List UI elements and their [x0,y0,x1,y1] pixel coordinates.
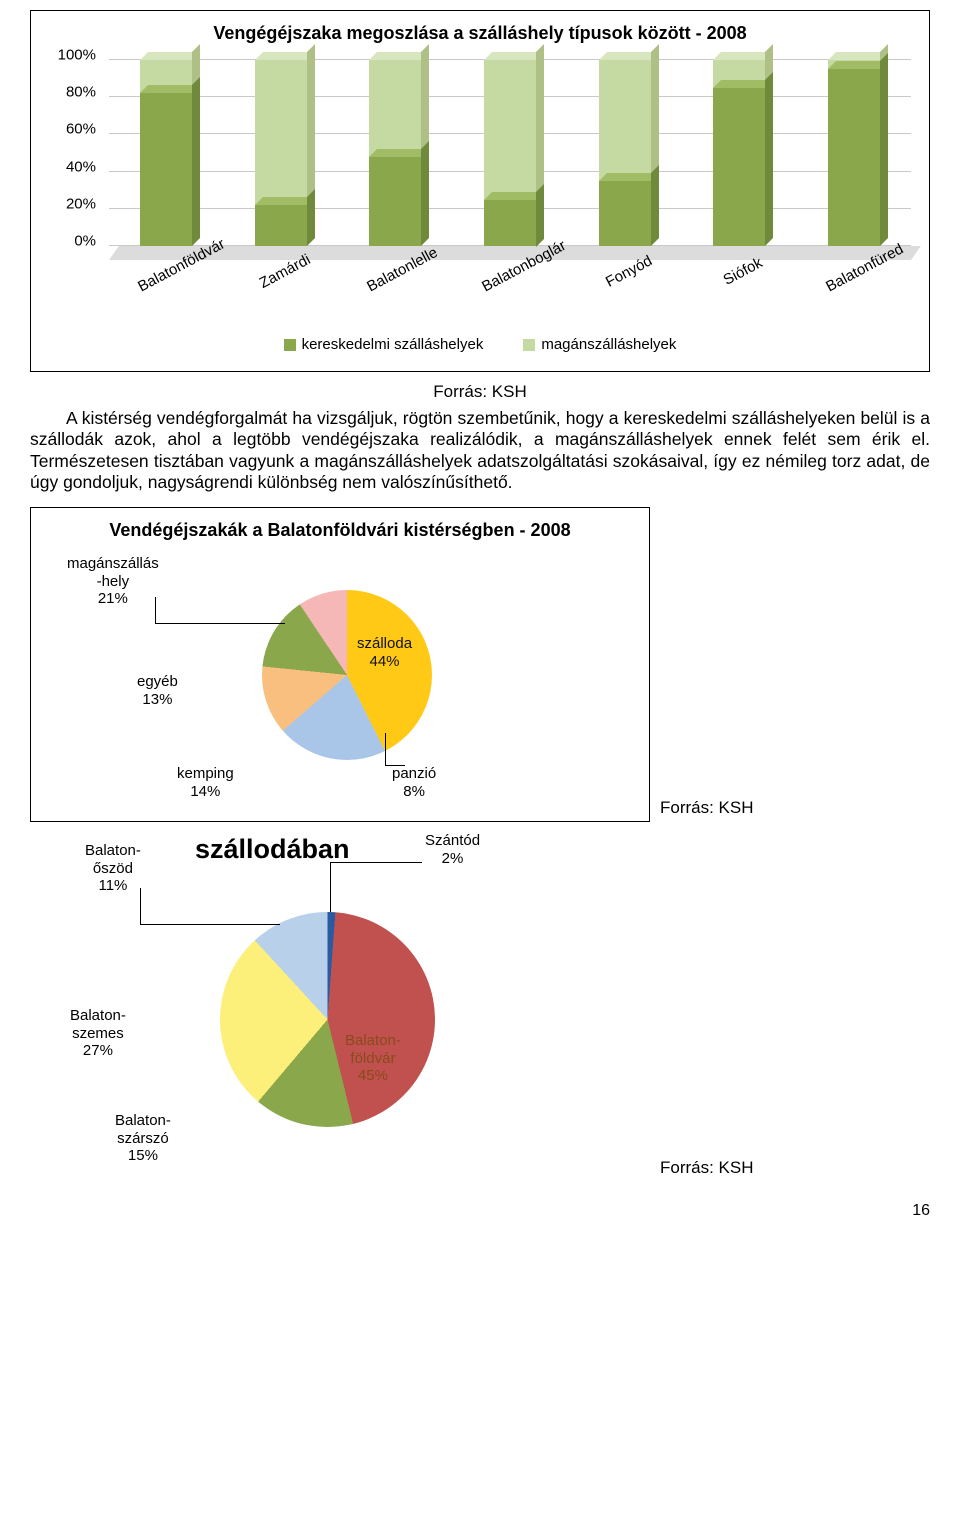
bar-slot [590,60,660,246]
bar-segment [828,69,880,246]
bar-slot [475,60,545,246]
leader-line [385,765,405,766]
pie2-body: Balaton-őszöd11% szállodában Szántód2% B… [30,832,650,1182]
pie-label: magánszállás-hely21% [67,555,159,607]
bar-stack [484,60,536,246]
pie-label: Balaton-szárszó15% [115,1112,171,1164]
pie1-row: Vendégéjszakák a Balatonföldvári kistérs… [30,507,930,822]
leader-line [155,623,285,624]
bar-segment [369,60,421,157]
bar-segment [255,60,307,205]
bar-slot [819,60,889,246]
bar-chart-title: Vengégéjszaka megoszlása a szálláshely t… [49,23,911,44]
page-number: 16 [30,1202,930,1220]
leader-line [140,888,141,924]
pie-label: Balaton-szemes27% [70,1007,126,1059]
leader-line [385,733,386,765]
legend-item: kereskedelmi szálláshelyek [284,336,484,353]
source-label: Forrás: KSH [30,382,930,402]
y-axis: 0%20%40%60%80%100% [49,60,104,246]
bar-chart-panel: Vengégéjszaka megoszlása a szálláshely t… [30,10,930,372]
bars-row [109,60,911,246]
bar-segment [599,181,651,246]
chart-legend: kereskedelmi szálláshelyek magánszállásh… [49,336,911,353]
pie2-row: Balaton-őszöd11% szállodában Szántód2% B… [30,832,930,1182]
bar-chart-plot: 0%20%40%60%80%100% [109,60,911,260]
bar-stack [140,60,192,246]
pie1-body: magánszállás-hely21% egyéb13% kemping14%… [47,555,633,805]
bar-slot [246,60,316,246]
y-tick: 0% [74,233,96,250]
legend-label: magánszálláshelyek [541,336,676,353]
y-tick: 80% [66,84,96,101]
pie-label: Szántód2% [425,832,480,867]
pie-label: szálloda44% [357,635,412,670]
pie-label: Balaton-földvár45% [345,1032,401,1084]
pie-label: panzió8% [392,765,436,800]
bar-stack [255,60,307,246]
leader-line [330,862,422,863]
pie1-title: Vendégéjszakák a Balatonföldvári kistérs… [47,520,633,541]
pie2-inline-title: szállodában [195,834,350,865]
bar-segment [484,60,536,200]
bar-stack [828,60,880,246]
bar-segment [255,205,307,246]
bar-slot [704,60,774,246]
y-tick: 40% [66,158,96,175]
y-tick: 20% [66,195,96,212]
body-paragraph: A kistérség vendégforgalmát ha vizsgálju… [30,408,930,493]
bar-stack [369,60,421,246]
bar-stack [713,60,765,246]
bar-slot [360,60,430,246]
legend-label: kereskedelmi szálláshelyek [302,336,484,353]
leader-line [155,597,156,623]
bar-segment [369,157,421,246]
legend-item: magánszálláshelyek [523,336,676,353]
pie-label: Balaton-őszöd11% [85,842,141,894]
pie1-panel: Vendégéjszakák a Balatonföldvári kistérs… [30,507,650,822]
bar-segment [140,93,192,246]
bar-stack [599,60,651,246]
pie2-panel: Balaton-őszöd11% szállodában Szántód2% B… [30,832,650,1182]
bar-segment [599,60,651,181]
y-tick: 100% [58,47,96,64]
pie1-chart [262,590,432,760]
source-label: Forrás: KSH [660,798,754,822]
pie-label: egyéb13% [137,673,178,708]
bar-slot [131,60,201,246]
x-axis-labels: BalatonföldvárZamárdiBalatonlelleBalaton… [109,264,911,281]
legend-swatch-icon [284,339,296,351]
bar-segment [713,88,765,246]
leader-line [330,862,331,912]
bar-segment [484,200,536,247]
legend-swatch-icon [523,339,535,351]
leader-line [140,924,280,925]
pie2-chart [220,912,435,1127]
chart-floor [109,246,921,260]
pie-label: kemping14% [177,765,234,800]
y-tick: 60% [66,121,96,138]
source-label: Forrás: KSH [660,1158,754,1182]
